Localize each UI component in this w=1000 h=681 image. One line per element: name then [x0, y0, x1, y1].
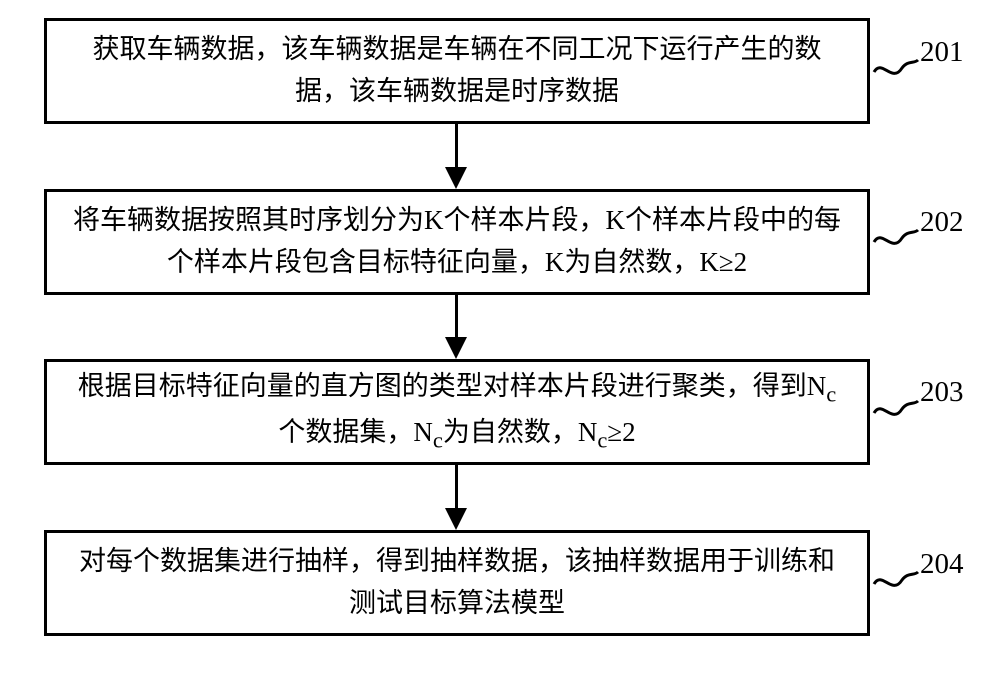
arrow-head-icon: [445, 337, 467, 359]
lead-line-icon: [872, 566, 920, 594]
step-label-204: 204: [920, 548, 964, 581]
step-box-203: 根据目标特征向量的直方图的类型对样本片段进行聚类，得到Nc个数据集，Nc为自然数…: [44, 359, 870, 465]
arrow-line: [455, 295, 458, 337]
step-text: 对每个数据集进行抽样，得到抽样数据，该抽样数据用于训练和测试目标算法模型: [71, 541, 843, 625]
arrow-line: [455, 465, 458, 508]
step-box-202: 将车辆数据按照其时序划分为K个样本片段，K个样本片段中的每个样本片段包含目标特征…: [44, 189, 870, 295]
step-label-201: 201: [920, 36, 964, 69]
flowchart-canvas: 获取车辆数据，该车辆数据是车辆在不同工况下运行产生的数据，该车辆数据是时序数据 2…: [0, 0, 1000, 681]
step-label-202: 202: [920, 206, 964, 239]
step-text: 获取车辆数据，该车辆数据是车辆在不同工况下运行产生的数据，该车辆数据是时序数据: [71, 29, 843, 113]
step-box-204: 对每个数据集进行抽样，得到抽样数据，该抽样数据用于训练和测试目标算法模型: [44, 530, 870, 636]
step-text: 将车辆数据按照其时序划分为K个样本片段，K个样本片段中的每个样本片段包含目标特征…: [71, 200, 843, 284]
arrow-line: [455, 124, 458, 167]
lead-line-icon: [872, 224, 920, 252]
step-label-203: 203: [920, 376, 964, 409]
lead-line-icon: [872, 395, 920, 423]
arrow-head-icon: [445, 508, 467, 530]
step-box-201: 获取车辆数据，该车辆数据是车辆在不同工况下运行产生的数据，该车辆数据是时序数据: [44, 18, 870, 124]
step-text: 根据目标特征向量的直方图的类型对样本片段进行聚类，得到Nc个数据集，Nc为自然数…: [71, 366, 843, 459]
arrow-head-icon: [445, 167, 467, 189]
lead-line-icon: [872, 54, 920, 82]
